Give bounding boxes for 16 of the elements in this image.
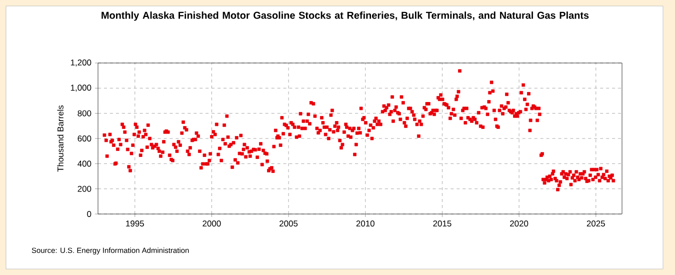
x-tick-label: 2015 bbox=[433, 220, 452, 227]
x-tick-label: 2025 bbox=[586, 220, 605, 227]
y-tick-label: 400 bbox=[78, 160, 92, 167]
chart-title: Monthly Alaska Finished Motor Gasoline Stocks at Refineries, Bulk Terminals, and Natural Gas Plants bbox=[102, 12, 589, 21]
x-tick-label: 2000 bbox=[202, 220, 221, 227]
x-tick-label: 2010 bbox=[356, 220, 374, 227]
y-tick-label: 200 bbox=[78, 186, 92, 192]
y-tick-label: 800 bbox=[78, 110, 92, 116]
y-tick-label: 1,000 bbox=[70, 84, 92, 92]
y-tick-label: 0 bbox=[87, 211, 92, 217]
y-axis-title: Thousand Barrels bbox=[57, 105, 64, 172]
x-tick-label: 2020 bbox=[510, 220, 528, 227]
x-tick-label: 2005 bbox=[280, 220, 298, 227]
x-tick-label: 1995 bbox=[126, 220, 144, 227]
y-tick-label: 1,200 bbox=[70, 60, 92, 66]
y-tick-label: 600 bbox=[78, 136, 92, 142]
